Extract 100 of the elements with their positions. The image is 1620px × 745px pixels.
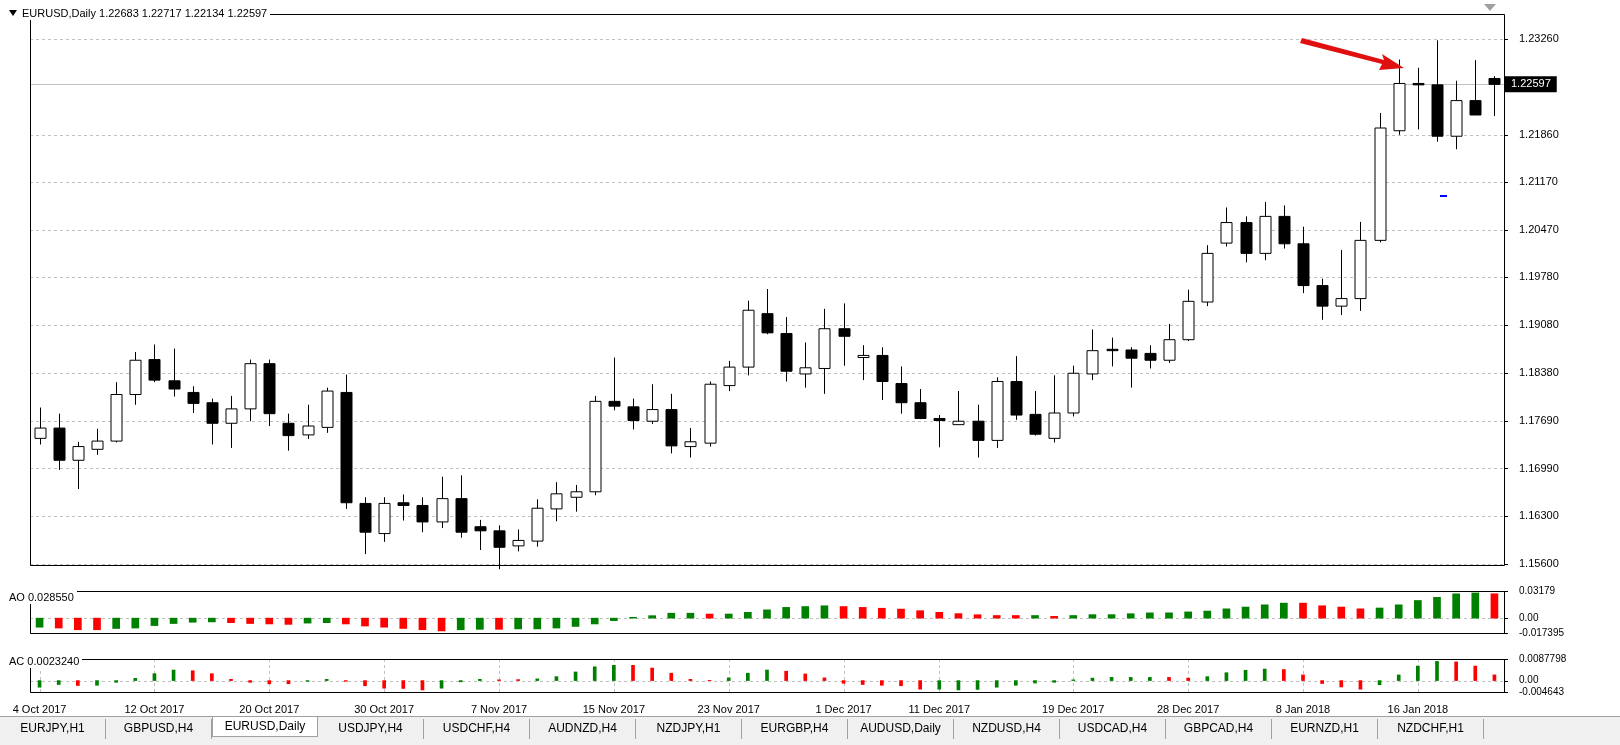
bar — [248, 680, 252, 683]
bar — [918, 680, 922, 690]
x-tick-label: 16 Jan 2018 — [1387, 702, 1449, 715]
y-tick-label: 1.19080 — [1519, 318, 1559, 331]
bar — [456, 617, 465, 631]
bar — [35, 617, 44, 628]
bar — [744, 612, 752, 619]
bar — [860, 680, 865, 685]
y-tick-label: 1.17690 — [1519, 413, 1559, 426]
bar — [667, 612, 676, 619]
bar — [1033, 680, 1037, 684]
bar — [763, 609, 771, 619]
bar — [1433, 596, 1441, 619]
bar — [590, 617, 599, 625]
bar — [56, 680, 61, 685]
y-tick-label: 1.18380 — [1519, 366, 1559, 379]
bar — [801, 606, 810, 619]
y-tick-label: -0.004643 — [1519, 685, 1565, 697]
bar — [131, 617, 140, 629]
bar — [380, 617, 388, 628]
bar — [93, 617, 101, 631]
bar — [880, 680, 884, 686]
bar — [612, 665, 616, 681]
bar — [935, 612, 944, 619]
bar — [1205, 676, 1210, 681]
bar — [190, 670, 195, 681]
bar — [858, 607, 867, 619]
y-tick-label: 1.19780 — [1519, 270, 1559, 283]
bar — [1262, 668, 1267, 681]
bar — [1260, 604, 1269, 619]
bar — [267, 680, 272, 685]
bar — [208, 617, 216, 623]
bar — [1280, 602, 1288, 619]
bar — [994, 680, 999, 688]
y-tick-label: 1.21860 — [1519, 127, 1559, 140]
bar — [210, 673, 214, 681]
bar — [899, 680, 903, 687]
x-tick-label: 7 Nov 2017 — [470, 702, 528, 715]
bar — [1416, 665, 1420, 681]
x-tick-label: 4 Oct 2017 — [12, 702, 67, 715]
x-tick-label: 23 Nov 2017 — [697, 702, 760, 715]
bar — [992, 615, 1001, 619]
bar — [74, 617, 82, 631]
bar — [1012, 615, 1020, 619]
bar — [841, 680, 846, 684]
chart-title: AC 0.0023240 — [9, 655, 80, 667]
y-tick-label: 1.16300 — [1519, 508, 1559, 521]
bar — [1069, 615, 1078, 619]
bar — [399, 617, 408, 629]
bar — [1052, 680, 1056, 683]
bar — [1282, 669, 1286, 681]
x-tick-label: 15 Nov 2017 — [582, 702, 646, 715]
y-tick-label: 1.15600 — [1519, 556, 1559, 569]
bar — [592, 666, 597, 681]
bar — [112, 617, 120, 629]
x-tick-label: 12 Oct 2017 — [124, 702, 185, 715]
bar — [1337, 606, 1346, 619]
bar — [150, 617, 159, 626]
y-tick-label: 1.23260 — [1519, 31, 1559, 44]
bar — [1128, 677, 1133, 681]
x-tick-label: 30 Oct 2017 — [354, 702, 415, 715]
bar — [648, 615, 656, 619]
bar — [363, 680, 367, 687]
bar — [227, 617, 235, 623]
bar — [188, 617, 197, 623]
y-tick-label: 1.21170 — [1519, 175, 1558, 188]
ref-line-label: 1.22597 — [1511, 77, 1551, 90]
bar — [1435, 661, 1439, 681]
bar — [322, 617, 331, 623]
bar — [95, 680, 99, 686]
bar — [1203, 610, 1212, 619]
bar — [169, 617, 178, 624]
bar — [820, 605, 829, 619]
bar — [1396, 674, 1401, 681]
bar — [571, 617, 580, 627]
chart-title: AO 0.028550 — [9, 591, 74, 603]
x-tick-label: 19 Dec 2017 — [1042, 702, 1105, 715]
bar — [1126, 613, 1135, 619]
x-tick-label: 28 Dec 2017 — [1156, 702, 1220, 715]
bar — [1184, 611, 1192, 619]
y-tick-label: 1.16990 — [1519, 461, 1559, 474]
bar — [916, 610, 924, 619]
bar — [342, 617, 350, 625]
y-tick-label: 0.0087798 — [1519, 652, 1567, 664]
bar — [746, 672, 750, 681]
bar — [650, 667, 654, 681]
bar — [1339, 680, 1344, 688]
bar — [284, 617, 293, 625]
bar — [1473, 665, 1478, 681]
bar — [1148, 677, 1152, 681]
bar — [382, 680, 386, 689]
x-tick-label: 11 Dec 2017 — [908, 702, 971, 715]
bar — [1167, 677, 1171, 681]
bar — [439, 680, 444, 689]
bar — [476, 617, 484, 630]
y-tick-label: -0.017395 — [1519, 626, 1565, 638]
bar — [1490, 593, 1499, 619]
bar — [246, 617, 254, 624]
bar — [937, 680, 942, 690]
y-tick-label: 0.00 — [1519, 611, 1539, 623]
